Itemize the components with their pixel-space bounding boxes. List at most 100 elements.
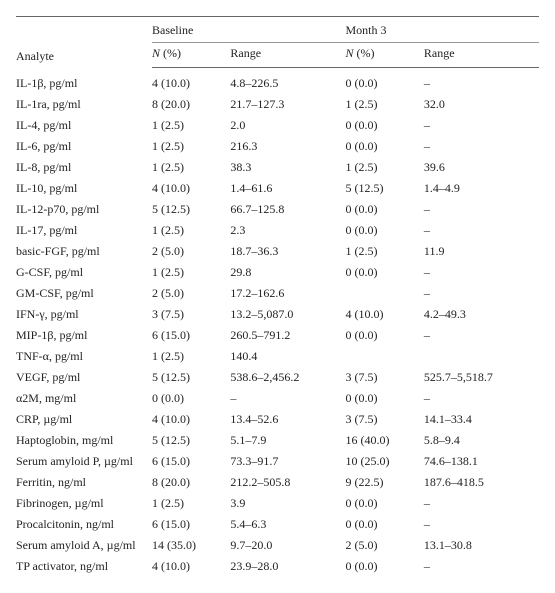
cell-baseline-range: 13.2–5,087.0: [230, 304, 345, 325]
table-row: IL-6, pg/ml1 (2.5)216.30 (0.0)–: [16, 136, 539, 157]
cell-baseline-n: 4 (10.0): [152, 178, 230, 199]
cell-analyte: G-CSF, pg/ml: [16, 262, 152, 283]
cell-baseline-range: 13.4–52.6: [230, 409, 345, 430]
cell-baseline-range: 21.7–127.3: [230, 94, 345, 115]
cell-month3-n: 2 (5.0): [345, 535, 423, 556]
cell-analyte: Procalcitonin, ng/ml: [16, 514, 152, 535]
cell-month3-n: 0 (0.0): [345, 115, 423, 136]
table-row: Ferritin, ng/ml8 (20.0)212.2–505.89 (22.…: [16, 472, 539, 493]
table-row: GM-CSF, pg/ml2 (5.0)17.2–162.6 –: [16, 283, 539, 304]
cell-month3-range: [424, 346, 539, 367]
table-row: Haptoglobin, mg/ml5 (12.5)5.1–7.916 (40.…: [16, 430, 539, 451]
cell-baseline-n: 4 (10.0): [152, 68, 230, 95]
cell-baseline-range: 17.2–162.6: [230, 283, 345, 304]
cell-baseline-range: 18.7–36.3: [230, 241, 345, 262]
header-month3-range: Range: [424, 43, 539, 68]
table-row: IL-17, pg/ml1 (2.5)2.30 (0.0)–: [16, 220, 539, 241]
table-row: CRP, µg/ml4 (10.0)13.4–52.63 (7.5)14.1–3…: [16, 409, 539, 430]
cell-analyte: IL-8, pg/ml: [16, 157, 152, 178]
cell-analyte: MIP-1β, pg/ml: [16, 325, 152, 346]
cell-month3-n: 0 (0.0): [345, 220, 423, 241]
cell-analyte: GM-CSF, pg/ml: [16, 283, 152, 304]
cell-baseline-n: 5 (12.5): [152, 367, 230, 388]
table-row: G-CSF, pg/ml1 (2.5)29.80 (0.0)–: [16, 262, 539, 283]
cell-month3-n: 1 (2.5): [345, 157, 423, 178]
cell-baseline-range: 212.2–505.8: [230, 472, 345, 493]
cell-analyte: CRP, µg/ml: [16, 409, 152, 430]
cell-month3-n: 0 (0.0): [345, 68, 423, 95]
header-baseline-n: N (%): [152, 43, 230, 68]
cell-month3-n: 1 (2.5): [345, 94, 423, 115]
cell-analyte: α2M, mg/ml: [16, 388, 152, 409]
cell-month3-range: –: [424, 493, 539, 514]
table-row: IL-1β, pg/ml4 (10.0)4.8–226.50 (0.0)–: [16, 68, 539, 95]
table-row: TNF-α, pg/ml1 (2.5)140.4: [16, 346, 539, 367]
cell-baseline-n: 1 (2.5): [152, 262, 230, 283]
cell-baseline-n: 5 (12.5): [152, 199, 230, 220]
cell-month3-range: –: [424, 262, 539, 283]
cell-baseline-n: 2 (5.0): [152, 283, 230, 304]
cell-analyte: Ferritin, ng/ml: [16, 472, 152, 493]
table-row: Serum amyloid P, µg/ml6 (15.0)73.3–91.71…: [16, 451, 539, 472]
cell-month3-range: –: [424, 283, 539, 304]
cell-baseline-n: 1 (2.5): [152, 346, 230, 367]
cell-month3-n: 0 (0.0): [345, 136, 423, 157]
table-row: IL-4, pg/ml1 (2.5)2.00 (0.0)–: [16, 115, 539, 136]
cell-baseline-range: 2.0: [230, 115, 345, 136]
cell-month3-range: –: [424, 68, 539, 95]
cell-baseline-n: 6 (15.0): [152, 325, 230, 346]
cell-baseline-range: 140.4: [230, 346, 345, 367]
cell-baseline-n: 1 (2.5): [152, 220, 230, 241]
cell-baseline-n: 1 (2.5): [152, 136, 230, 157]
cell-month3-range: 525.7–5,518.7: [424, 367, 539, 388]
cell-baseline-range: 3.9: [230, 493, 345, 514]
table-row: VEGF, pg/ml5 (12.5)538.6–2,456.23 (7.5)5…: [16, 367, 539, 388]
cell-baseline-n: 4 (10.0): [152, 409, 230, 430]
cell-analyte: IL-6, pg/ml: [16, 136, 152, 157]
table-body: IL-1β, pg/ml4 (10.0)4.8–226.50 (0.0)–IL-…: [16, 68, 539, 578]
cell-month3-n: [345, 283, 423, 304]
cell-baseline-range: 1.4–61.6: [230, 178, 345, 199]
cell-analyte: TNF-α, pg/ml: [16, 346, 152, 367]
cell-month3-n: 0 (0.0): [345, 199, 423, 220]
cell-month3-n: 0 (0.0): [345, 493, 423, 514]
table-row: Serum amyloid A, µg/ml14 (35.0)9.7–20.02…: [16, 535, 539, 556]
cell-analyte: IL-1β, pg/ml: [16, 68, 152, 95]
cell-month3-range: –: [424, 325, 539, 346]
cell-month3-range: –: [424, 220, 539, 241]
cell-month3-n: 16 (40.0): [345, 430, 423, 451]
cell-baseline-n: 0 (0.0): [152, 388, 230, 409]
cell-analyte: IL-10, pg/ml: [16, 178, 152, 199]
cell-month3-range: –: [424, 199, 539, 220]
cell-baseline-range: 38.3: [230, 157, 345, 178]
cell-month3-range: 32.0: [424, 94, 539, 115]
cell-baseline-range: 29.8: [230, 262, 345, 283]
header-month3-n: N (%): [345, 43, 423, 68]
cell-month3-n: 0 (0.0): [345, 325, 423, 346]
cell-baseline-range: 260.5–791.2: [230, 325, 345, 346]
cell-analyte: TP activator, ng/ml: [16, 556, 152, 577]
cell-month3-n: 1 (2.5): [345, 241, 423, 262]
cell-analyte: basic-FGF, pg/ml: [16, 241, 152, 262]
cell-month3-n: 0 (0.0): [345, 556, 423, 577]
cell-month3-range: 14.1–33.4: [424, 409, 539, 430]
cell-baseline-n: 1 (2.5): [152, 115, 230, 136]
cell-baseline-n: 8 (20.0): [152, 472, 230, 493]
cell-month3-range: –: [424, 556, 539, 577]
cell-month3-range: –: [424, 136, 539, 157]
analyte-table: Analyte Baseline Month 3 N (%) Range N (…: [16, 16, 539, 577]
table-row: TP activator, ng/ml4 (10.0)23.9–28.00 (0…: [16, 556, 539, 577]
cell-baseline-n: 1 (2.5): [152, 493, 230, 514]
cell-analyte: IFN-γ, pg/ml: [16, 304, 152, 325]
cell-baseline-n: 6 (15.0): [152, 451, 230, 472]
cell-month3-range: 1.4–4.9: [424, 178, 539, 199]
cell-month3-n: 0 (0.0): [345, 262, 423, 283]
cell-analyte: Serum amyloid P, µg/ml: [16, 451, 152, 472]
table-row: IL-8, pg/ml1 (2.5)38.31 (2.5)39.6: [16, 157, 539, 178]
cell-month3-n: [345, 346, 423, 367]
cell-month3-range: –: [424, 115, 539, 136]
cell-baseline-range: 66.7–125.8: [230, 199, 345, 220]
cell-month3-range: –: [424, 514, 539, 535]
cell-baseline-range: 5.4–6.3: [230, 514, 345, 535]
cell-month3-n: 9 (22.5): [345, 472, 423, 493]
